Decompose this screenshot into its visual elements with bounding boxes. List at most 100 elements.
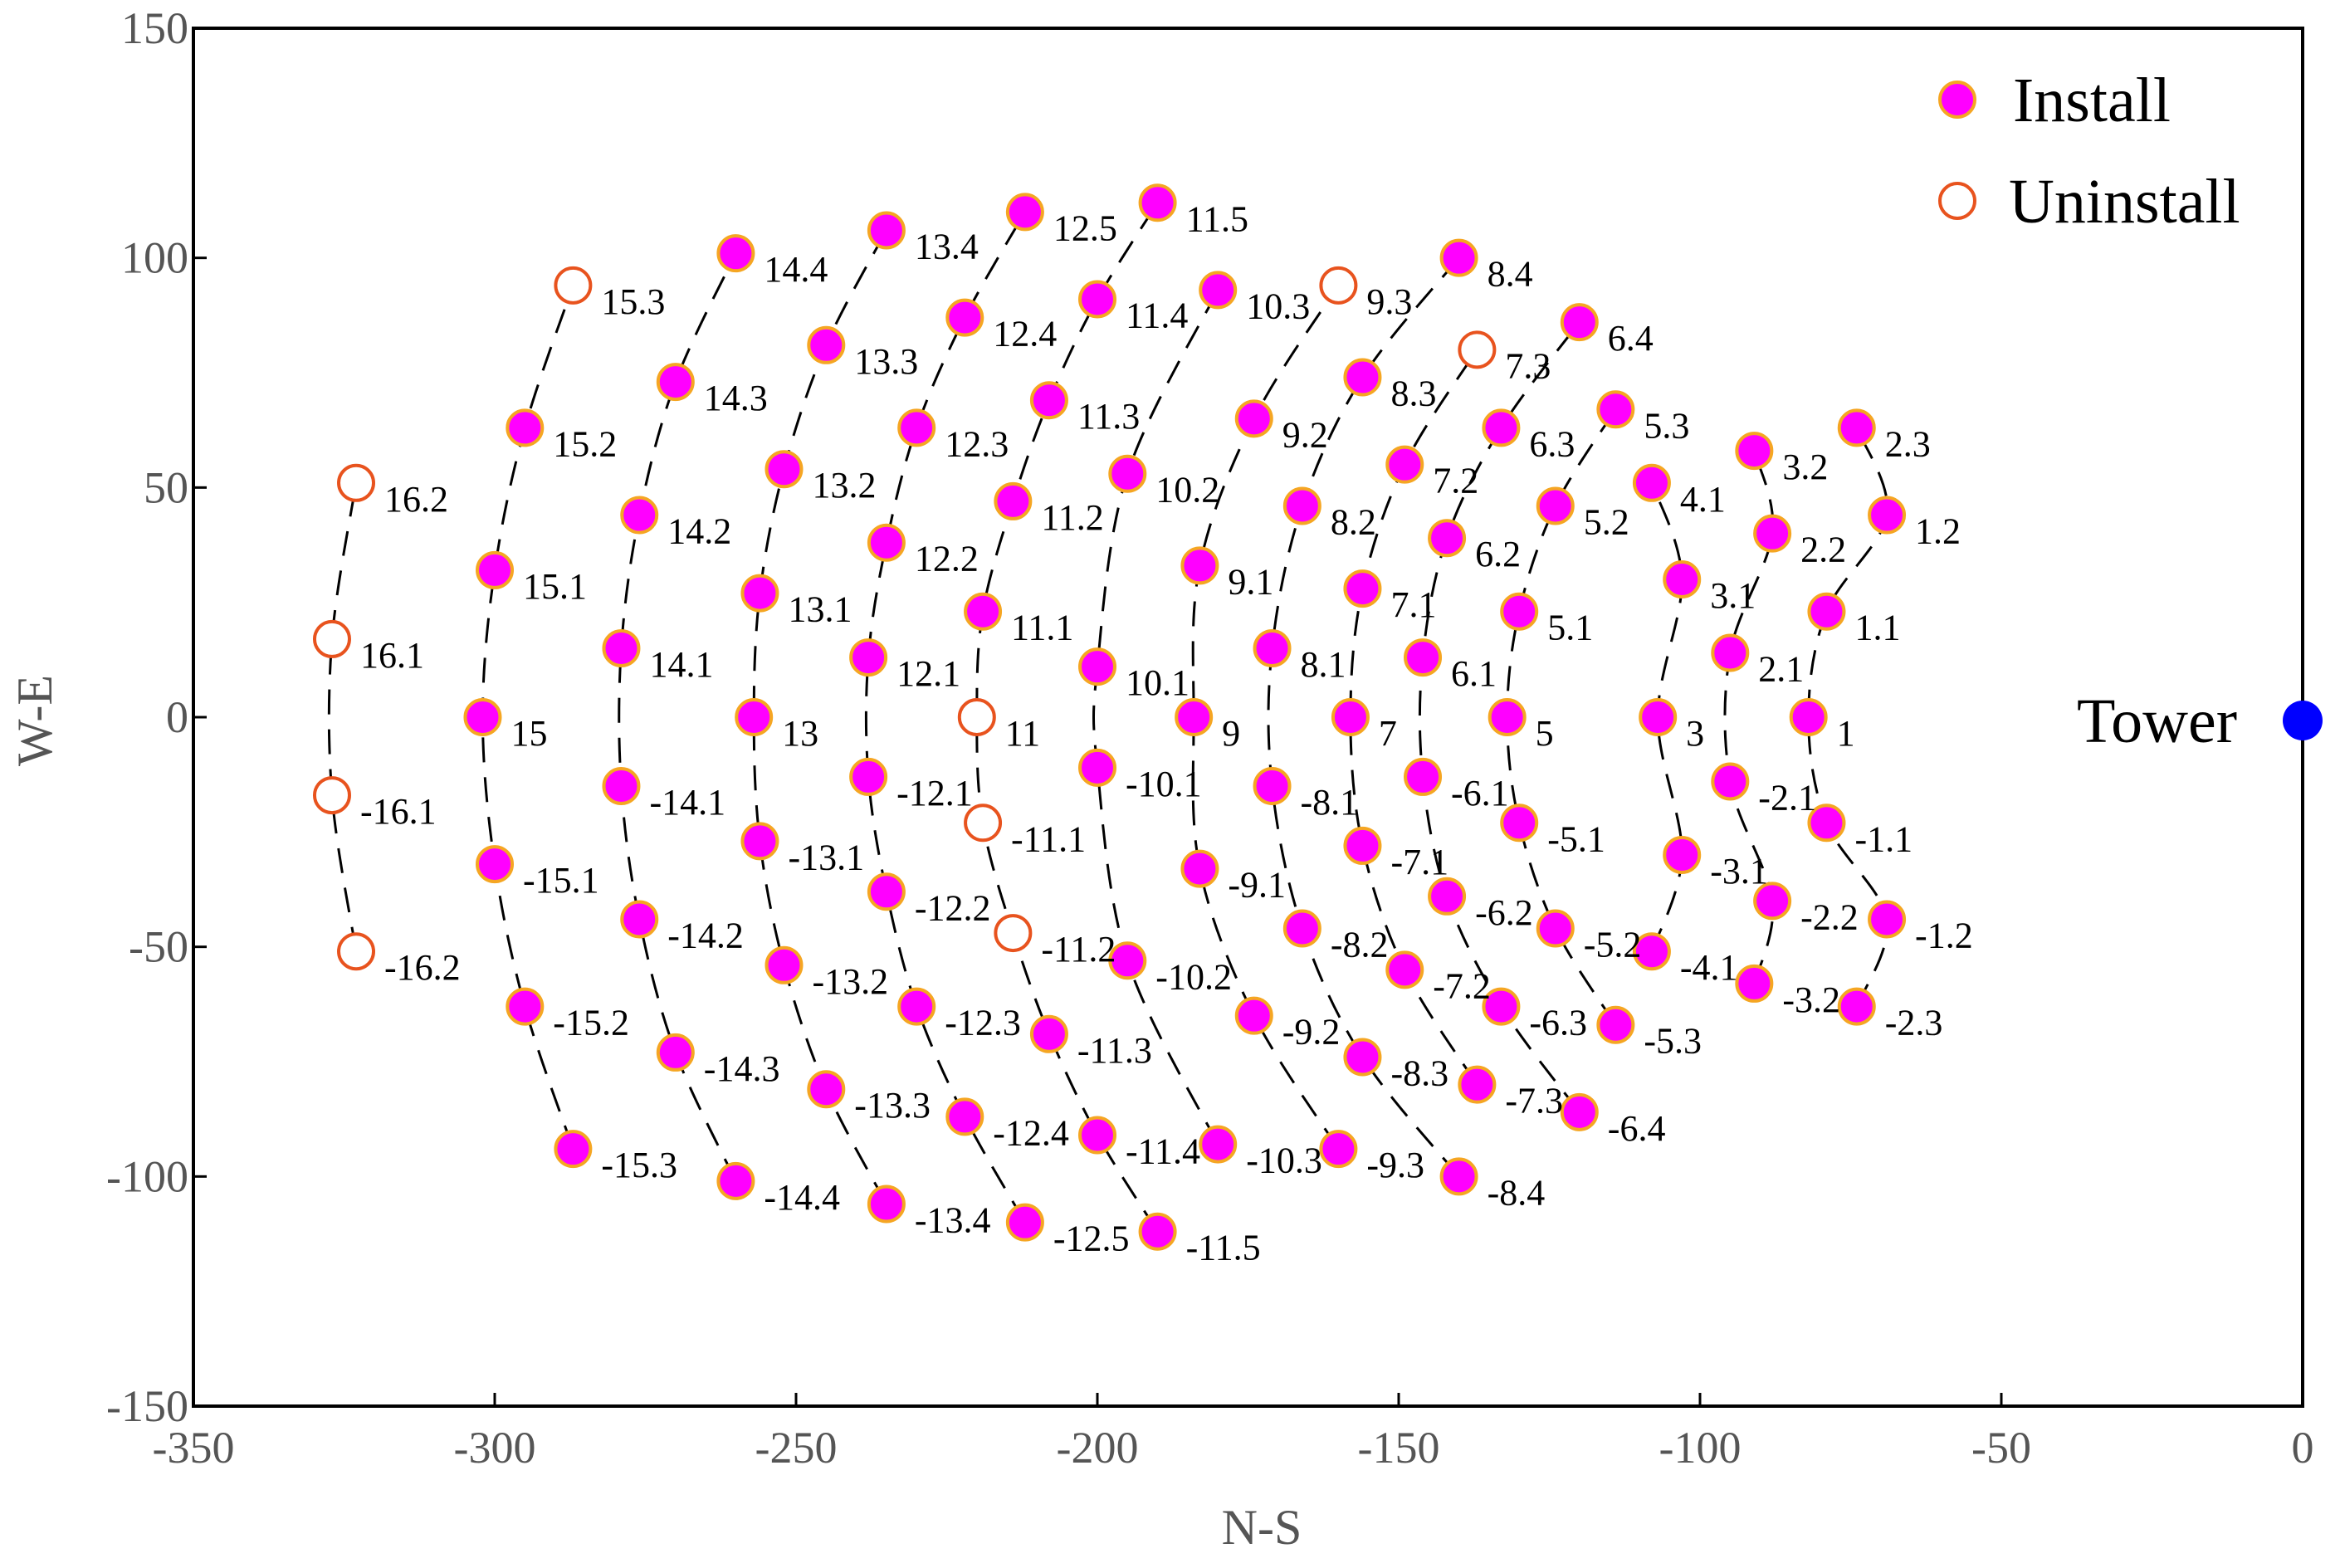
install-point-neg14-2 <box>620 900 659 939</box>
install-point-neg6-4 <box>1560 1092 1599 1131</box>
uninstall-point-7-3 <box>1458 330 1497 369</box>
point-label-neg11-5: -11.5 <box>1186 1228 1261 1268</box>
install-point-neg7-3 <box>1458 1065 1497 1104</box>
uninstall-point-11 <box>957 698 996 736</box>
install-point-neg13-3 <box>807 1070 846 1109</box>
point-label-neg12-2: -12.2 <box>915 887 991 928</box>
point-label-15-2: 15.2 <box>553 423 617 464</box>
tower-label: Tower <box>2077 686 2237 756</box>
point-label-5-1: 5.1 <box>1547 608 1593 648</box>
install-point-11-3 <box>1029 381 1068 420</box>
install-point-12-4 <box>945 298 984 337</box>
install-point-neg3-2 <box>1735 964 1774 1003</box>
point-label-neg16-1: -16.1 <box>360 791 437 832</box>
install-point-8-4 <box>1439 238 1478 277</box>
install-point-6-1 <box>1404 638 1443 677</box>
point-labels: 11.1-1.11.2-1.22.1-2.12.2-2.22.3-2.333.1… <box>360 198 1973 1268</box>
install-point-14-1 <box>602 629 641 667</box>
point-label-neg11-3: -11.3 <box>1077 1030 1152 1071</box>
install-point-14-3 <box>656 363 695 402</box>
uninstall-point-15-3 <box>554 266 593 305</box>
uninstall-point-neg11-2 <box>994 914 1033 953</box>
install-point-6-3 <box>1482 408 1521 447</box>
point-label-neg2-1: -2.1 <box>1758 777 1816 818</box>
point-label-neg9-1: -9.1 <box>1228 865 1286 906</box>
install-point-6-4 <box>1560 303 1599 342</box>
point-label-11: 11 <box>1005 713 1040 754</box>
point-label-9: 9 <box>1222 713 1240 754</box>
y-tick-label: 0 <box>166 692 188 742</box>
legend: Install Uninstall <box>1938 66 2240 237</box>
point-label-neg3-1: -3.1 <box>1710 851 1768 891</box>
point-label-8-4: 8.4 <box>1488 254 1533 295</box>
install-point-neg12-3 <box>897 987 936 1026</box>
install-point-11-5 <box>1138 183 1177 222</box>
point-label-1: 1 <box>1837 713 1855 754</box>
install-point-1-1 <box>1807 592 1846 631</box>
install-point-5-2 <box>1536 486 1575 525</box>
install-point-neg12-5 <box>1005 1203 1044 1242</box>
install-point-neg14-3 <box>656 1033 695 1072</box>
point-label-neg8-1: -8.1 <box>1301 782 1359 823</box>
point-label-neg16-2: -16.2 <box>384 947 461 988</box>
install-point-neg2-2 <box>1753 882 1792 921</box>
point-label-neg15-1: -15.1 <box>523 860 599 901</box>
install-point-neg15-1 <box>476 845 514 884</box>
install-point-7 <box>1331 698 1370 736</box>
point-label-2-3: 2.3 <box>1885 423 1931 464</box>
point-label-neg10-1: -10.1 <box>1126 764 1202 804</box>
install-point-9-2 <box>1234 399 1273 438</box>
ring-line-11 <box>864 211 1027 1224</box>
install-point-15 <box>463 698 502 736</box>
install-point-neg7-2 <box>1385 950 1424 989</box>
install-point-neg13-1 <box>740 822 779 861</box>
install-point-14-2 <box>620 496 659 535</box>
install-point-neg6-2 <box>1428 877 1467 916</box>
point-label-12-4: 12.4 <box>993 314 1057 354</box>
point-label-neg11-2: -11.2 <box>1041 929 1116 970</box>
install-point-4-1 <box>1632 463 1671 502</box>
install-point-neg2-3 <box>1837 987 1876 1026</box>
install-point-neg2-1 <box>1711 762 1750 801</box>
install-point-8-2 <box>1282 486 1321 525</box>
install-point-neg10-3 <box>1199 1125 1238 1164</box>
point-label-neg8-4: -8.4 <box>1488 1172 1546 1213</box>
uninstall-point-16-2 <box>337 463 376 502</box>
install-point-neg12-1 <box>849 757 888 796</box>
install-point-neg8-3 <box>1343 1038 1382 1077</box>
uninstall-point-16-1 <box>312 619 351 658</box>
point-label-10-1: 10.1 <box>1126 662 1190 703</box>
axis-ticks: -350 -300 -250 -200 -150 -100 -50 0 -150 -100 -50 0… <box>106 3 2313 1473</box>
point-label-neg1-2: -1.2 <box>1915 915 1973 955</box>
y-tick-label: -100 <box>106 1151 188 1201</box>
ring-line-10 <box>975 202 1159 1233</box>
point-label-neg6-3: -6.3 <box>1529 1003 1587 1043</box>
point-label-8-2: 8.2 <box>1331 501 1376 542</box>
point-label-6-2: 6.2 <box>1475 534 1521 574</box>
install-point-15-2 <box>506 408 545 447</box>
install-point-12-1 <box>849 638 888 677</box>
install-point-10-1 <box>1078 647 1116 686</box>
point-label-1-1: 1.1 <box>1854 608 1900 648</box>
point-label-14-3: 14.3 <box>704 378 768 418</box>
point-label-12-2: 12.2 <box>915 539 979 579</box>
point-label-13-1: 13.1 <box>788 589 852 630</box>
point-label-7-3: 7.3 <box>1505 345 1551 386</box>
install-point-2-3 <box>1837 408 1876 447</box>
point-label-neg4-1: -4.1 <box>1680 947 1738 988</box>
point-label-13-3: 13.3 <box>854 341 918 382</box>
x-tick-label: 0 <box>2292 1423 2314 1473</box>
install-point-1 <box>1789 698 1828 736</box>
point-label-neg7-3: -7.3 <box>1505 1081 1563 1121</box>
install-point-neg11-5 <box>1138 1212 1177 1251</box>
point-label-5-2: 5.2 <box>1584 501 1629 542</box>
point-label-neg14-3: -14.3 <box>704 1048 780 1089</box>
point-label-11-3: 11.3 <box>1077 396 1140 437</box>
install-point-neg12-4 <box>945 1097 984 1136</box>
install-point-13-3 <box>807 325 846 364</box>
point-label-neg13-1: -13.1 <box>788 837 864 877</box>
install-point-9-1 <box>1180 546 1219 585</box>
install-point-11-2 <box>994 481 1033 520</box>
point-label-neg15-3: -15.3 <box>601 1145 677 1185</box>
